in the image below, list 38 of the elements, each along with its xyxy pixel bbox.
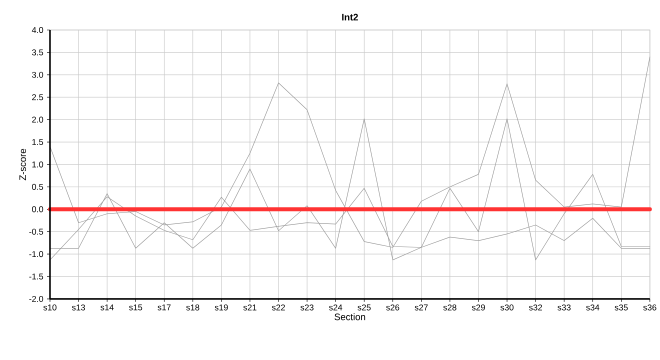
x-tick-label: s35 (614, 304, 628, 310)
x-tick-label: s28 (443, 304, 456, 310)
x-tick-label: s13 (72, 304, 86, 310)
y-tick-label: 3.0 (32, 72, 44, 78)
x-tick-label: s30 (500, 304, 514, 310)
y-tick-label: -1.0 (29, 251, 44, 258)
x-tick-label: s36 (643, 304, 656, 310)
chart-title: Int2 (342, 14, 358, 21)
y-tick-label: 2.0 (32, 116, 44, 123)
x-tick-label: s17 (158, 304, 171, 310)
y-tick-label: -0.5 (29, 228, 44, 235)
x-tick-label: s18 (186, 304, 200, 310)
y-tick-label: 1.5 (32, 139, 44, 146)
x-tick-label: s33 (558, 304, 571, 310)
y-tick-label: -2.0 (29, 296, 44, 302)
x-tick-label: s29 (472, 304, 485, 310)
x-tick-label: s34 (586, 304, 600, 310)
y-tick-label: 0.0 (32, 206, 44, 212)
x-tick-label: s15 (129, 304, 142, 310)
y-tick-label: 3.5 (32, 49, 44, 56)
y-tick-label: 1.0 (32, 162, 44, 168)
x-tick-label: s10 (43, 304, 56, 310)
x-tick-label: s21 (243, 304, 256, 310)
y-axis-title: Z-score (19, 148, 26, 180)
x-tick-label: s25 (358, 304, 371, 310)
x-tick-label: s22 (272, 304, 285, 310)
x-tick-label: s14 (100, 304, 114, 310)
x-tick-label: s23 (300, 304, 314, 310)
y-tick-label: 2.5 (32, 94, 44, 100)
y-tick-label: 4.0 (32, 27, 44, 34)
x-tick-label: s24 (329, 304, 342, 310)
x-tick-label: s32 (529, 304, 542, 310)
x-tick-label: s19 (214, 304, 228, 310)
x-axis-title: Section (334, 313, 366, 320)
y-tick-label: -1.5 (29, 274, 44, 280)
x-tick-label: s26 (386, 304, 400, 310)
y-tick-label: 0.5 (32, 184, 44, 190)
x-tick-label: s27 (414, 304, 428, 310)
